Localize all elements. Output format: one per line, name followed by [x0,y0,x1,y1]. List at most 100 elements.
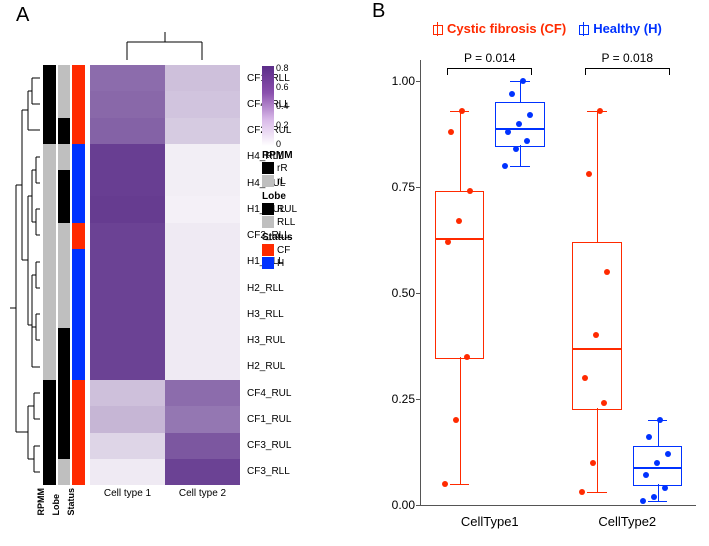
anno-cell [43,301,56,327]
anno-bottom-labels: RPMM Lobe Status [36,488,81,516]
heatmap-grid [90,65,240,485]
row-label: CF1_RUL [244,406,314,432]
data-point [456,218,462,224]
heatmap-cell [165,328,240,354]
data-point [464,354,470,360]
legend-H: H [277,258,284,269]
anno-cell [43,65,56,91]
data-point [651,494,657,500]
heatmap-cell [90,144,165,170]
anno-cell [58,118,71,144]
row-label: H2_RLL [244,275,314,301]
heatmap-cell [90,301,165,327]
heatmap-cell [90,406,165,432]
cbar-tick: 0.4 [276,101,289,111]
data-point [502,163,508,169]
pvalue-bracket [585,68,670,75]
anno-cell [43,144,56,170]
x-tick-label: CellType1 [461,514,519,529]
column-dendrogram [90,30,240,60]
anno-label-status: Status [66,488,76,516]
anno-cell [43,196,56,222]
legend-title-lobe: Lobe [262,191,352,202]
anno-cell [43,249,56,275]
heatmap-cell [90,354,165,380]
heatmap-cell [90,65,165,91]
legend-title-status: Status [262,232,352,243]
boxplot-box [633,60,683,505]
data-point [459,108,465,114]
boxplot-legend: Cystic fibrosis (CF) Healthy (H) [430,21,662,36]
hm-col-1: Cell type 1 [90,488,165,499]
anno-cell [43,170,56,196]
heatmap-cell [90,249,165,275]
data-point [662,485,668,491]
y-tick-label: 0.25 [385,392,415,406]
anno-cell [72,170,85,196]
data-point [665,451,671,457]
legend-RUL: RUL [277,204,297,215]
heatmap-cell [90,118,165,144]
heatmap-cell [165,249,240,275]
panel-b-boxplot: Cystic fibrosis (CF) Healthy (H) 0.000.2… [370,5,705,540]
heatmap-cell [165,170,240,196]
y-tick-label: 1.00 [385,74,415,88]
heatmap-cell [165,406,240,432]
legend-RLL: RLL [277,217,295,228]
anno-cell [58,433,71,459]
heatmap-cell [165,91,240,117]
data-point [467,188,473,194]
row-label: H3_RUL [244,328,314,354]
anno-label-lobe: Lobe [51,488,61,516]
row-label: CF3_RUL [244,433,314,459]
heatmap-cell [90,170,165,196]
boxplot-box [435,60,485,505]
data-point [520,78,526,84]
data-point [445,239,451,245]
row-label: CF4_RUL [244,380,314,406]
anno-col-rpmm [43,65,56,485]
pvalue-label: P = 0.018 [602,51,654,65]
legend-rR: rR [277,163,288,174]
x-tick-label: CellType2 [598,514,656,529]
heatmap-cell [165,65,240,91]
anno-cell [72,223,85,249]
anno-col-lobe [58,65,71,485]
heatmap-cell [165,118,240,144]
heatmap-cell [90,328,165,354]
anno-cell [43,223,56,249]
anno-cell [43,354,56,380]
anno-cell [58,380,71,406]
anno-cell [43,406,56,432]
cbar-tick: 0.6 [276,82,289,92]
heatmap-cell [165,223,240,249]
heatmap-legends: 0.8 0.6 0.4 0.2 0 RPMM rR rL Lobe RUL RL… [262,66,352,270]
data-point [442,481,448,487]
data-point [513,146,519,152]
data-point [448,129,454,135]
anno-cell [43,380,56,406]
cbar-tick: 0.2 [276,120,289,130]
legend-rL: rL [277,176,286,187]
data-point [516,121,522,127]
row-dendrogram [10,65,40,485]
heatmap-cell [165,196,240,222]
heatmap-cell [90,433,165,459]
legend-h-label: Healthy (H) [593,21,662,36]
legend-cf-label: Cystic fibrosis (CF) [447,21,566,36]
anno-cell [72,275,85,301]
anno-cell [72,301,85,327]
colorbar: 0.8 0.6 0.4 0.2 0 [262,66,274,146]
boxplot-box [495,60,545,505]
heatmap-cell [165,380,240,406]
anno-cell [58,354,71,380]
anno-cell [72,406,85,432]
data-point [604,269,610,275]
annotation-tracks [43,65,87,485]
anno-cell [58,65,71,91]
row-label: H2_RUL [244,354,314,380]
anno-cell [58,328,71,354]
anno-cell [72,249,85,275]
data-point [582,375,588,381]
data-point [640,498,646,504]
